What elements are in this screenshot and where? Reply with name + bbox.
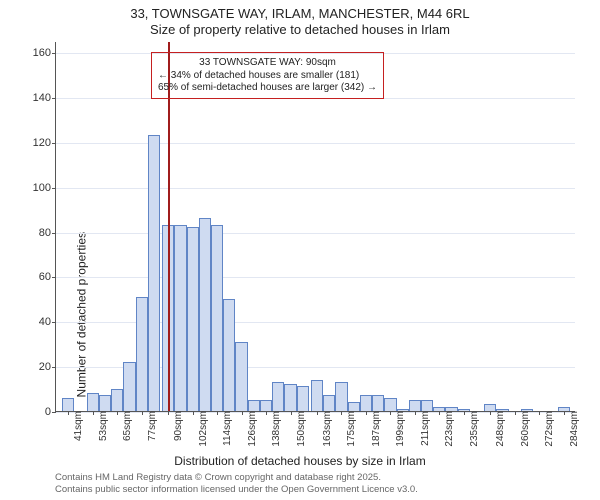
- gridline: [56, 277, 575, 278]
- annotation-line: ← 34% of detached houses are smaller (18…: [158, 70, 377, 83]
- annotation-line: 33 TOWNSGATE WAY: 90sqm: [158, 57, 377, 70]
- x-tick-label: 41sqm: [71, 411, 84, 441]
- x-tick-mark: [415, 411, 416, 415]
- x-tick-label: 211sqm: [418, 411, 431, 446]
- x-axis-label: Distribution of detached houses by size …: [0, 454, 600, 468]
- y-tick-label: 0: [45, 406, 56, 418]
- x-tick-label: 53sqm: [96, 411, 109, 441]
- x-tick-label: 138sqm: [269, 411, 282, 447]
- y-tick-label: 80: [39, 227, 56, 239]
- histogram-bar: [409, 400, 421, 411]
- x-tick-mark: [464, 411, 465, 415]
- x-tick-label: 114sqm: [220, 411, 233, 446]
- histogram-bar: [111, 389, 123, 411]
- x-tick-label: 77sqm: [145, 411, 158, 441]
- x-tick-mark: [564, 411, 565, 415]
- y-tick-label: 60: [39, 271, 56, 283]
- histogram-bar: [311, 380, 323, 411]
- histogram-bar: [384, 398, 396, 411]
- x-tick-mark: [266, 411, 267, 415]
- histogram-bar: [272, 382, 284, 411]
- x-tick-mark: [490, 411, 491, 415]
- x-tick-mark: [242, 411, 243, 415]
- histogram-chart: 33, TOWNSGATE WAY, IRLAM, MANCHESTER, M4…: [0, 0, 600, 500]
- x-tick-label: 284sqm: [567, 411, 580, 447]
- x-tick-label: 260sqm: [518, 411, 531, 447]
- x-tick-label: 199sqm: [393, 411, 406, 447]
- x-tick-label: 223sqm: [442, 411, 455, 447]
- x-tick-mark: [390, 411, 391, 415]
- annotation-line: 65% of semi-detached houses are larger (…: [158, 82, 377, 95]
- y-tick-label: 160: [33, 47, 56, 59]
- histogram-bar: [348, 402, 360, 411]
- y-tick-label: 20: [39, 361, 56, 373]
- histogram-bar: [260, 400, 272, 411]
- gridline: [56, 233, 575, 234]
- y-tick-label: 100: [33, 182, 56, 194]
- plot-area: 02040608010012014016041sqm53sqm65sqm77sq…: [55, 42, 575, 412]
- chart-footer: Contains HM Land Registry data © Crown c…: [55, 472, 575, 496]
- x-tick-mark: [217, 411, 218, 415]
- x-tick-label: 175sqm: [344, 411, 357, 447]
- x-tick-label: 65sqm: [120, 411, 133, 441]
- gridline: [56, 322, 575, 323]
- x-tick-label: 248sqm: [493, 411, 506, 447]
- x-tick-mark: [193, 411, 194, 415]
- footer-line2: Contains public sector information licen…: [55, 484, 575, 496]
- x-tick-mark: [515, 411, 516, 415]
- histogram-bar: [187, 227, 199, 411]
- y-tick-label: 40: [39, 316, 56, 328]
- x-tick-label: 90sqm: [171, 411, 184, 441]
- histogram-bar: [174, 225, 186, 411]
- x-tick-label: 272sqm: [542, 411, 555, 447]
- footer-line1: Contains HM Land Registry data © Crown c…: [55, 472, 575, 484]
- chart-title-sub: Size of property relative to detached ho…: [0, 22, 600, 37]
- annotation-box: 33 TOWNSGATE WAY: 90sqm← 34% of detached…: [151, 52, 384, 99]
- x-tick-label: 102sqm: [196, 411, 209, 447]
- histogram-bar: [360, 395, 372, 411]
- x-tick-mark: [366, 411, 367, 415]
- histogram-bar: [484, 404, 496, 411]
- x-tick-mark: [539, 411, 540, 415]
- x-tick-mark: [93, 411, 94, 415]
- histogram-bar: [235, 342, 247, 412]
- chart-title-main: 33, TOWNSGATE WAY, IRLAM, MANCHESTER, M4…: [0, 6, 600, 21]
- histogram-bar: [148, 135, 160, 411]
- histogram-bar: [62, 398, 74, 411]
- histogram-bar: [87, 393, 99, 411]
- y-tick-label: 120: [33, 137, 56, 149]
- x-tick-label: 163sqm: [320, 411, 333, 447]
- x-tick-label: 150sqm: [294, 411, 307, 447]
- histogram-bar: [335, 382, 347, 411]
- histogram-bar: [223, 299, 235, 411]
- histogram-bar: [123, 362, 135, 411]
- x-tick-mark: [439, 411, 440, 415]
- x-tick-label: 235sqm: [467, 411, 480, 447]
- y-tick-label: 140: [33, 92, 56, 104]
- histogram-bar: [284, 384, 296, 411]
- histogram-bar: [323, 395, 335, 411]
- histogram-bar: [248, 400, 260, 411]
- x-tick-mark: [68, 411, 69, 415]
- x-tick-label: 187sqm: [369, 411, 382, 447]
- histogram-bar: [99, 395, 111, 411]
- histogram-bar: [372, 395, 384, 411]
- x-tick-mark: [291, 411, 292, 415]
- gridline: [56, 143, 575, 144]
- histogram-bar: [211, 225, 223, 411]
- x-tick-mark: [168, 411, 169, 415]
- gridline: [56, 188, 575, 189]
- x-tick-mark: [317, 411, 318, 415]
- x-tick-mark: [117, 411, 118, 415]
- histogram-bar: [199, 218, 211, 411]
- histogram-bar: [421, 400, 433, 411]
- x-tick-mark: [142, 411, 143, 415]
- histogram-bar: [297, 386, 309, 411]
- histogram-bar: [136, 297, 148, 411]
- x-tick-label: 126sqm: [245, 411, 258, 447]
- x-tick-mark: [341, 411, 342, 415]
